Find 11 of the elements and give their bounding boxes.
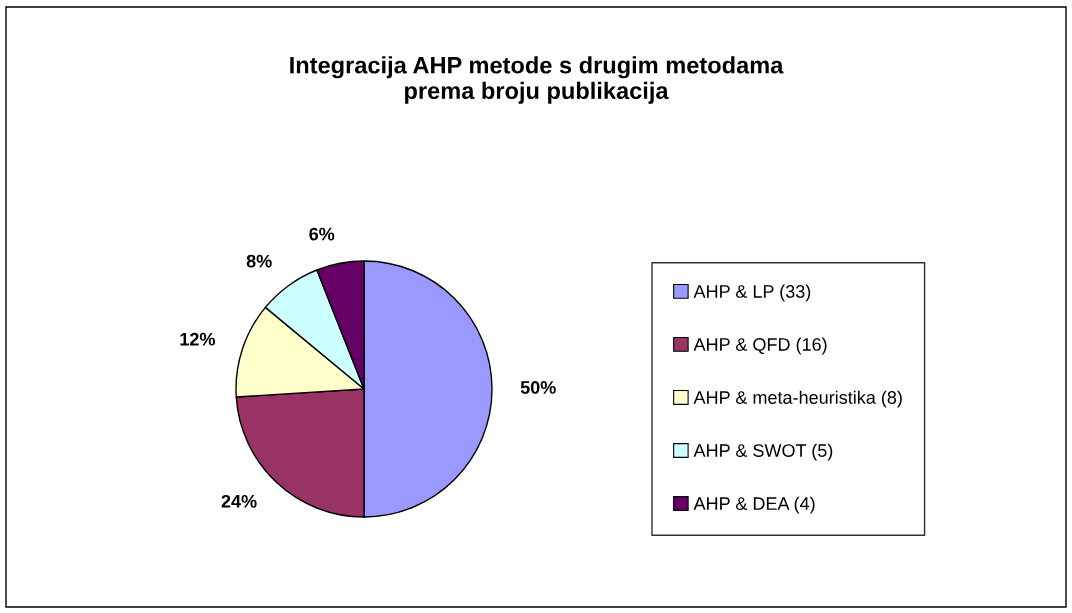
legend-label: AHP & LP (33) bbox=[693, 284, 811, 302]
data-label: 50% bbox=[520, 381, 556, 394]
legend-label: AHP & meta-heuristika (8) bbox=[693, 390, 902, 408]
data-label: 6% bbox=[309, 227, 335, 241]
data-label: 8% bbox=[246, 254, 272, 268]
legend-label: AHP & QFD (16) bbox=[693, 337, 827, 355]
data-label: 24% bbox=[221, 494, 257, 508]
chart-title: Integracija AHP metode s drugim metodama prema broju publikacija bbox=[290, 56, 784, 104]
data-label: 12% bbox=[180, 332, 216, 346]
legend-label: AHP & DEA (4) bbox=[693, 496, 815, 514]
legend-label: AHP & SWOT (5) bbox=[693, 443, 833, 461]
